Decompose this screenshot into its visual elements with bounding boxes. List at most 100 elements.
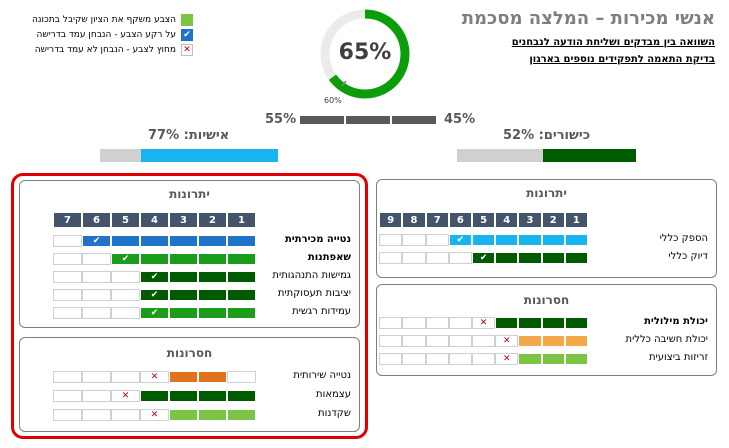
score-cell-filled <box>227 390 256 402</box>
score-cell-filled <box>198 409 227 421</box>
score-cell-filled <box>472 234 496 246</box>
score-cell <box>402 335 426 347</box>
scale-header-6: 6 <box>448 212 472 228</box>
split-left-percent: 55% <box>265 112 297 127</box>
score-cell-filled <box>227 271 256 283</box>
split-segment <box>300 116 344 124</box>
score-cell <box>448 252 472 264</box>
scale-header-4: 4 <box>140 212 169 228</box>
panel-title: חסרונות <box>166 346 213 360</box>
trait-label: שאפתנות <box>307 252 351 263</box>
score-cell-filled <box>169 271 198 283</box>
role-fit-link[interactable]: בדיקת התאמה לתפקידים נוספים בארגון <box>529 54 715 65</box>
score-cell: ✕ <box>111 390 140 402</box>
scale-header-5: 5 <box>472 212 496 228</box>
score-cell <box>53 253 82 265</box>
score-cell <box>111 307 140 319</box>
score-cell <box>472 335 496 347</box>
score-cell-filled <box>169 371 198 383</box>
score-cell-filled <box>198 390 227 402</box>
score-cell <box>379 234 403 246</box>
score-cell-filled: ✔ <box>140 271 169 283</box>
skills-bar <box>457 149 636 162</box>
trait-label: גמישות התנהגותית <box>272 270 351 281</box>
split-segment <box>390 116 436 124</box>
score-cell-filled <box>227 253 256 265</box>
scale-header-1: 1 <box>564 212 588 228</box>
highlight-frame <box>11 173 368 439</box>
score-cell <box>402 317 426 329</box>
scale-header-2: 2 <box>541 212 565 228</box>
score-cell <box>379 252 403 264</box>
legend-text: מחוץ לצבע - הנבחן לא עמד בדרישה <box>34 45 176 55</box>
legend-text: הצבע משקף את הציון שקיבל בתכונה <box>32 15 176 25</box>
score-cell: ✕ <box>140 409 169 421</box>
score-cell <box>82 409 111 421</box>
score-cell <box>425 353 449 365</box>
score-cell <box>111 271 140 283</box>
check-icon: ✔ <box>150 307 159 318</box>
scale-header-7: 7 <box>425 212 449 228</box>
score-cell-filled <box>111 235 140 247</box>
score-cell <box>402 252 426 264</box>
score-cell-filled <box>227 307 256 319</box>
panel-title: יתרונות <box>169 187 210 201</box>
score-cell-filled <box>227 235 256 247</box>
score-cell <box>82 390 111 402</box>
panel-title: יתרונות <box>526 186 567 200</box>
check-swatch-icon: ✔ <box>181 29 193 41</box>
score-cell <box>425 234 449 246</box>
score-cell-filled: ✔ <box>448 234 472 246</box>
score-cell-filled <box>541 252 565 264</box>
score-cell-filled <box>564 335 588 347</box>
score-cell <box>111 409 140 421</box>
score-cell <box>53 409 82 421</box>
split-bar <box>300 116 436 124</box>
scale-header-3: 3 <box>518 212 542 228</box>
split-right-percent: 45% <box>444 112 476 127</box>
gauge-marker <box>341 80 347 87</box>
legend-item-cross: ✕ מחוץ לצבע - הנבחן לא עמד בדרישה <box>3 43 193 57</box>
scale-header-2: 2 <box>198 212 227 228</box>
score-cell-filled <box>518 252 542 264</box>
cross-icon: ✕ <box>121 390 130 401</box>
legend-text: על רקע הצבע - הנבחן עמד בדרישה <box>36 30 176 40</box>
score-cell-filled <box>227 409 256 421</box>
cross-icon: ✕ <box>150 371 159 382</box>
trait-label: עצמאות <box>316 389 351 400</box>
score-cell-filled <box>198 307 227 319</box>
panel-title: חסרונות <box>523 293 570 307</box>
trait-label: נטייה מכירתית <box>284 234 351 245</box>
cross-icon: ✕ <box>503 353 511 364</box>
score-cell-filled <box>198 371 227 383</box>
solid-color-swatch-icon <box>181 14 193 26</box>
scale-header-9: 9 <box>379 212 403 228</box>
score-cell-filled <box>140 390 169 402</box>
score-cell-filled <box>140 253 169 265</box>
skills-score: כישורים: 52% <box>503 128 591 143</box>
scale-header-3: 3 <box>169 212 198 228</box>
score-cell <box>82 289 111 301</box>
score-cell <box>53 235 82 247</box>
score-cell-filled <box>169 289 198 301</box>
score-cell <box>472 353 496 365</box>
score-cell-filled <box>564 353 588 365</box>
score-cell-filled <box>564 317 588 329</box>
score-cell <box>82 371 111 383</box>
score-cell-filled: ✔ <box>111 253 140 265</box>
score-cell <box>53 271 82 283</box>
scale-header-7: 7 <box>53 212 82 228</box>
score-cell-filled <box>227 289 256 301</box>
score-cell-filled <box>169 390 198 402</box>
score-cell <box>425 335 449 347</box>
check-icon: ✔ <box>92 235 101 246</box>
score-cell <box>227 371 256 383</box>
score-cell-filled: ✔ <box>140 289 169 301</box>
score-cell <box>82 271 111 283</box>
cross-icon: ✕ <box>503 335 511 346</box>
cross-swatch-icon: ✕ <box>181 44 193 56</box>
score-cell-filled <box>495 317 519 329</box>
legend-item-solid: הצבע משקף את הציון שקיבל בתכונה <box>3 13 193 27</box>
trait-label: דיוק כללי <box>668 251 708 262</box>
compare-tests-link[interactable]: השוואה בין מבדקים ושליחת הודעה לנבחנים <box>511 37 715 48</box>
